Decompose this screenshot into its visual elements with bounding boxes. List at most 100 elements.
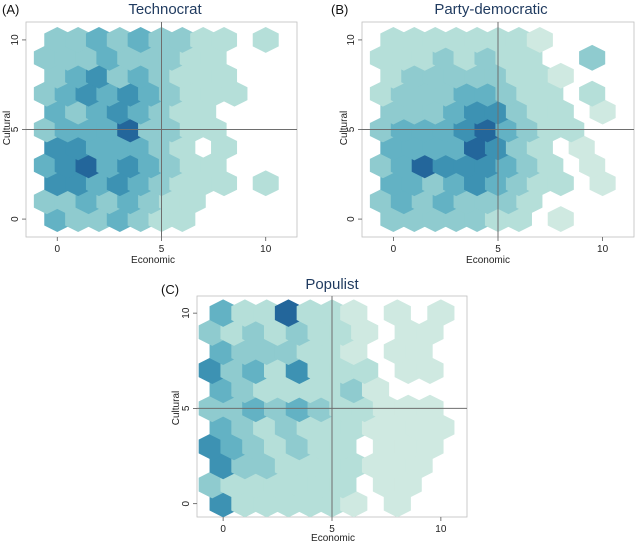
hex-cell: [65, 62, 92, 89]
hex-cell: [242, 356, 270, 385]
hex-cell: [200, 152, 227, 179]
hex-cell: [44, 98, 71, 125]
hex-cell: [422, 62, 449, 89]
hex-cell: [416, 318, 444, 346]
hex-cell: [443, 170, 470, 197]
hex-cell: [117, 152, 144, 179]
hex-cell: [505, 134, 532, 161]
hex-cell: [464, 206, 491, 232]
hex-cell: [253, 375, 281, 404]
hex-cell: [54, 44, 81, 71]
hex-cell: [495, 44, 522, 71]
hex-cell: [453, 80, 480, 107]
hex-cell: [401, 170, 428, 197]
hex-cell: [285, 470, 313, 499]
hex-cell: [474, 152, 501, 179]
hex-cell: [383, 299, 411, 327]
hex-cell: [85, 206, 112, 232]
hex-cell: [231, 375, 259, 404]
hex-cell: [495, 80, 522, 107]
x-tick-label: 0: [391, 244, 397, 255]
hex-cell: [231, 299, 259, 327]
hex-cell: [505, 62, 532, 89]
hex-cell: [422, 134, 449, 161]
hex-cell: [453, 152, 480, 179]
hex-cell: [33, 188, 60, 215]
plot-area-a: 0 5 10 0 5 10: [10, 21, 298, 255]
hex-cell: [200, 80, 227, 107]
panel-title-a: Technocrat: [128, 1, 202, 18]
hex-cell: [127, 170, 154, 197]
hex-cell: [96, 188, 123, 215]
hex-cell: [117, 80, 144, 107]
hex-cell: [401, 98, 428, 125]
hex-cell: [231, 413, 259, 442]
hex-cell: [369, 152, 396, 179]
hex-cell: [380, 134, 407, 161]
hex-cells-b: [369, 27, 616, 232]
hex-cell: [422, 170, 449, 197]
hex-cell: [106, 98, 133, 125]
hex-cell: [127, 27, 154, 53]
x-tick-label: 5: [495, 244, 501, 255]
hex-cell: [579, 44, 606, 71]
hex-cell: [221, 80, 248, 107]
hex-cell: [307, 356, 335, 385]
hex-cell: [96, 44, 123, 71]
hex-cell: [179, 152, 206, 179]
hex-cell: [44, 134, 71, 161]
x-tick-label: 10: [435, 524, 447, 535]
hex-cell: [127, 62, 154, 89]
hex-cell: [351, 318, 379, 346]
hex-cell: [307, 318, 335, 346]
hex-cell: [33, 152, 60, 179]
hex-cell: [547, 170, 574, 197]
hex-cell: [443, 62, 470, 89]
panel-c: (C) Populist 0 5 10 0 5 10 Economic Cultural: [161, 276, 468, 544]
hex-cell: [390, 188, 417, 215]
hex-cell: [85, 134, 112, 161]
hex-cell: [526, 62, 553, 89]
hex-cell: [209, 413, 237, 442]
hex-cell: [211, 134, 238, 161]
hex-cell: [263, 318, 292, 346]
hex-cell: [296, 489, 324, 517]
hex-cell: [220, 432, 248, 461]
hex-cell: [75, 152, 102, 179]
hex-cell: [351, 356, 379, 385]
hex-cell: [401, 206, 428, 232]
hex-cell: [394, 318, 422, 346]
hex-cell: [106, 170, 133, 197]
hex-cell: [96, 80, 123, 107]
hex-cell: [394, 356, 422, 385]
hex-cell: [411, 188, 438, 215]
hex-cell: [296, 413, 324, 442]
hex-cell: [464, 98, 491, 125]
hex-cell: [505, 170, 532, 197]
hex-cell: [211, 170, 238, 197]
x-tick-label: 0: [220, 524, 226, 535]
hex-cell: [263, 432, 292, 461]
hex-cell: [253, 451, 281, 480]
hex-cell: [106, 206, 133, 232]
x-tick-label: 5: [159, 244, 165, 255]
hex-cell: [474, 80, 501, 107]
hex-cell: [464, 170, 491, 197]
hex-cell: [432, 152, 459, 179]
hex-cell: [169, 62, 196, 89]
hex-cell: [44, 62, 71, 89]
y-tick-label: 10: [181, 307, 192, 319]
hex-cell: [209, 489, 237, 517]
hex-cell: [190, 62, 217, 89]
hex-cell: [416, 432, 444, 461]
hex-cell: [296, 299, 324, 327]
hex-cell: [169, 170, 196, 197]
hex-cell: [285, 318, 313, 346]
hex-cell: [579, 80, 606, 107]
hex-cell: [209, 451, 237, 480]
hex-cell: [220, 356, 248, 385]
hex-cell: [380, 98, 407, 125]
hex-cell: [383, 451, 411, 480]
hex-cell: [537, 152, 564, 179]
hex-cell: [231, 451, 259, 480]
